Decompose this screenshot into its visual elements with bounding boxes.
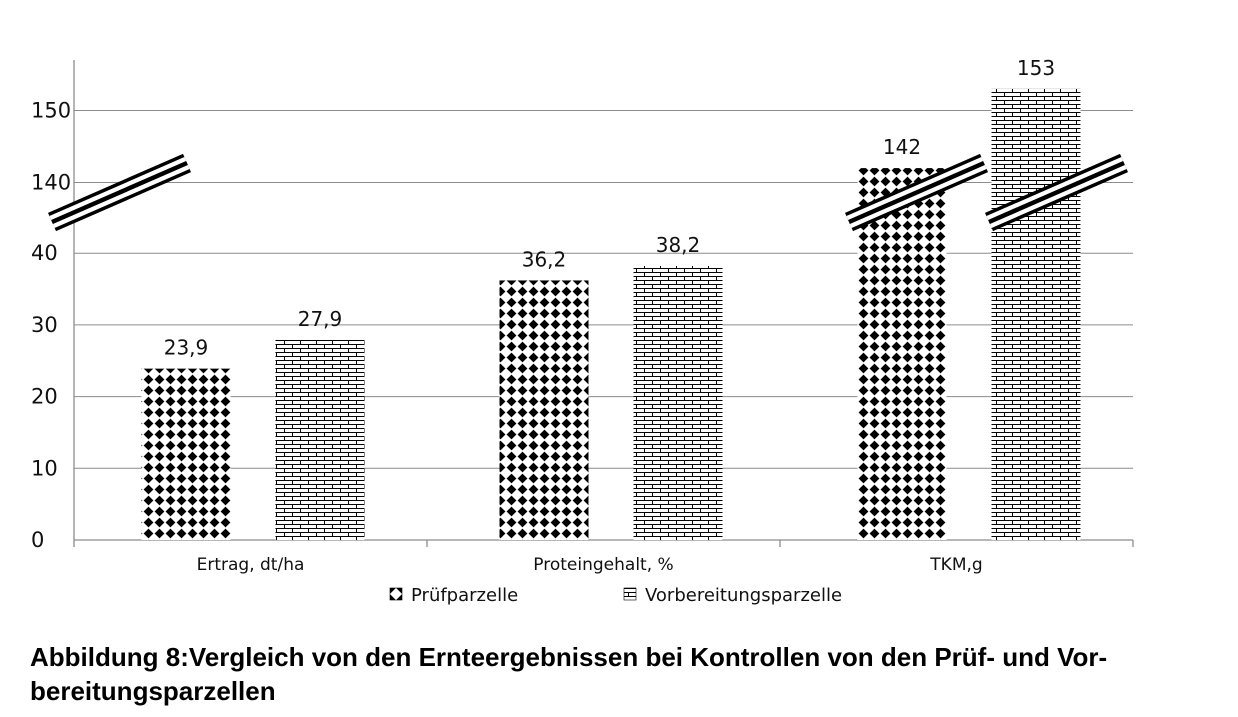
- bar-vorbereitungsparzelle: [991, 88, 1081, 541]
- x-tick-label: Ertrag, dt/ha: [197, 555, 305, 575]
- y-tick-label: 20: [31, 385, 58, 409]
- data-label: 23,9: [164, 336, 209, 360]
- gridlines: [74, 110, 1133, 469]
- figure-caption: Abbildung 8:Vergleich von den Ernteergeb…: [30, 642, 1108, 706]
- y-tick-label: 0: [31, 528, 44, 552]
- bar-pruefparzelle: [499, 280, 589, 540]
- y-tick-label: 140: [31, 171, 71, 195]
- x-tick-label: Proteingehalt, %: [533, 555, 673, 575]
- legend: Prüfparzelle Vorbereitungsparzelle: [389, 585, 842, 606]
- y-tick-label: 30: [31, 313, 58, 337]
- labels: 0 10 20 30 40 140 150 23,9 27,9 Ertrag, dt/ha 36,2…: [31, 56, 1055, 575]
- y-tick-label: 40: [31, 241, 58, 265]
- data-label: 142: [883, 135, 921, 159]
- axis-break-left-mid: [51, 160, 188, 225]
- axis-breaks: [47, 153, 1129, 232]
- data-label: 36,2: [522, 247, 567, 271]
- data-label: 153: [1017, 56, 1055, 80]
- legend-label: Prüfparzelle: [411, 585, 518, 606]
- x-tick-label: TKM,g: [929, 555, 982, 575]
- legend-swatch: [389, 587, 403, 601]
- axes: [73, 60, 1134, 547]
- y-tick-label: 10: [31, 456, 58, 480]
- bar-vorbereitungsparzelle: [275, 339, 365, 540]
- data-label: 38,2: [656, 233, 701, 257]
- legend-label: Vorbereitungsparzelle: [645, 585, 842, 606]
- legend-swatch: [623, 587, 637, 601]
- y-tick-label: 150: [31, 99, 71, 123]
- bar-pruefparzelle: [857, 168, 947, 540]
- bar-chart: 0 10 20 30 40 140 150 23,9 27,9 Ertrag, dt/ha 36,2…: [31, 56, 1134, 606]
- bar-pruefparzelle: [141, 368, 231, 540]
- data-label: 27,9: [298, 307, 343, 331]
- axis-break-bar-2-mid: [988, 160, 1125, 225]
- bar-vorbereitungsparzelle: [633, 266, 723, 540]
- bars: [141, 88, 1081, 541]
- axis-break-bar-1-mid: [848, 160, 985, 225]
